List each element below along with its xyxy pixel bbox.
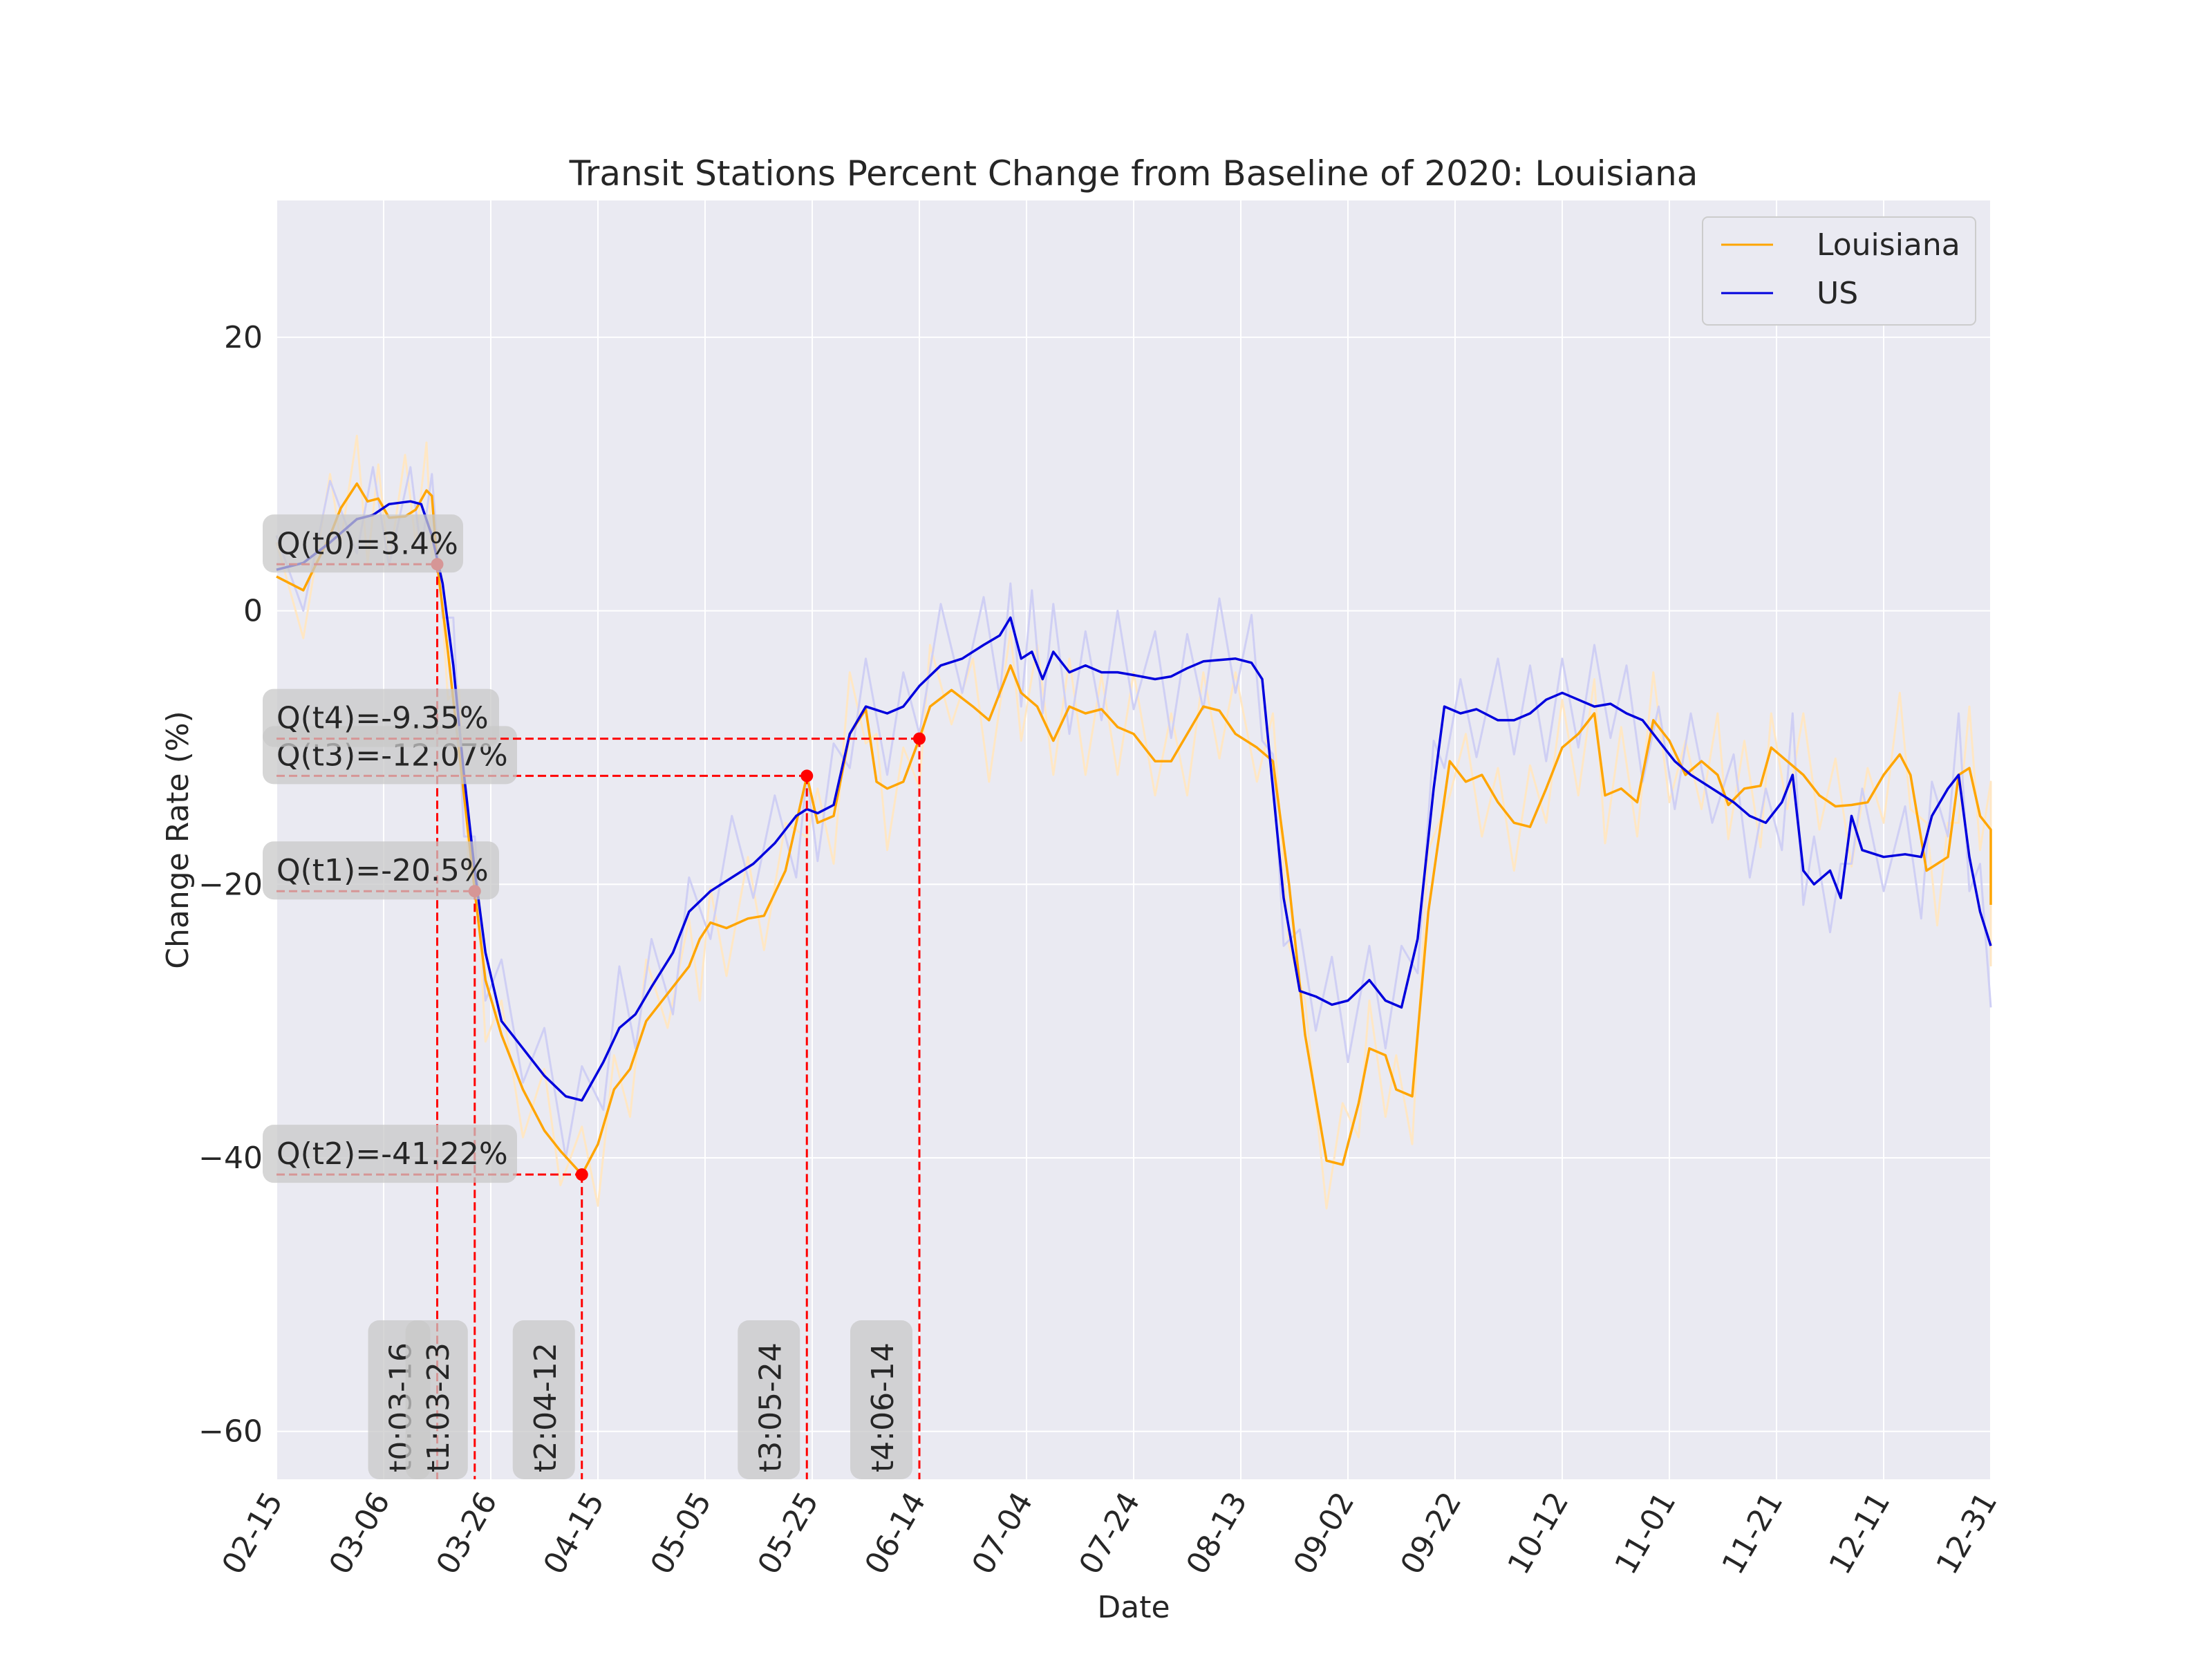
y-tick-label: −20 xyxy=(198,867,263,902)
y-tick-label: 0 xyxy=(243,594,263,629)
annotation-marker xyxy=(575,1168,588,1181)
value-label-box xyxy=(263,841,499,900)
y-tick-label: −40 xyxy=(198,1141,263,1176)
date-label: t4:06-14 xyxy=(865,1342,901,1472)
legend: Louisiana US xyxy=(1702,216,1976,326)
date-label: t2:04-12 xyxy=(528,1342,563,1472)
chart-title: Transit Stations Percent Change from Bas… xyxy=(569,153,1698,194)
value-label-box xyxy=(263,1125,517,1183)
date-label-box xyxy=(405,1320,468,1479)
y-axis-ticks: 20 0 −20 −40 −60 xyxy=(198,320,263,1450)
date-label: t1:03-23 xyxy=(421,1342,456,1472)
raw-line-us xyxy=(275,466,1992,1159)
value-label: Q(t4)=-9.35% xyxy=(276,701,489,736)
raw-line-louisiana xyxy=(275,434,1992,1210)
x-axis-label: Date xyxy=(1097,1590,1170,1625)
series-line-us xyxy=(276,500,1992,1102)
date-label: t3:05-24 xyxy=(753,1342,788,1472)
date-label-box xyxy=(738,1320,800,1479)
value-label-box xyxy=(263,514,463,573)
date-label-box xyxy=(512,1320,575,1479)
annotation-marker xyxy=(913,732,926,745)
y-axis-label: Change Rate (%) xyxy=(160,711,196,968)
value-label: Q(t2)=-41.22% xyxy=(276,1136,508,1172)
series-line-louisiana xyxy=(276,482,1992,1176)
date-label-box xyxy=(850,1320,912,1479)
value-label-box xyxy=(263,688,499,747)
y-tick-label: −60 xyxy=(198,1414,263,1450)
legend-label-us: US xyxy=(1817,276,1858,311)
annotation-marker xyxy=(800,769,814,782)
annotations: Q(t0)=3.4%t0:03-16Q(t1)=-20.5%t1:03-23Q(… xyxy=(263,514,926,1479)
value-label: Q(t0)=3.4% xyxy=(276,526,458,561)
raw-daily-series xyxy=(275,434,1992,1210)
y-tick-label: 20 xyxy=(224,320,263,355)
smoothed-series xyxy=(276,482,1992,1176)
legend-label-louisiana: Louisiana xyxy=(1817,227,1960,263)
value-label: Q(t1)=-20.5% xyxy=(276,853,489,888)
